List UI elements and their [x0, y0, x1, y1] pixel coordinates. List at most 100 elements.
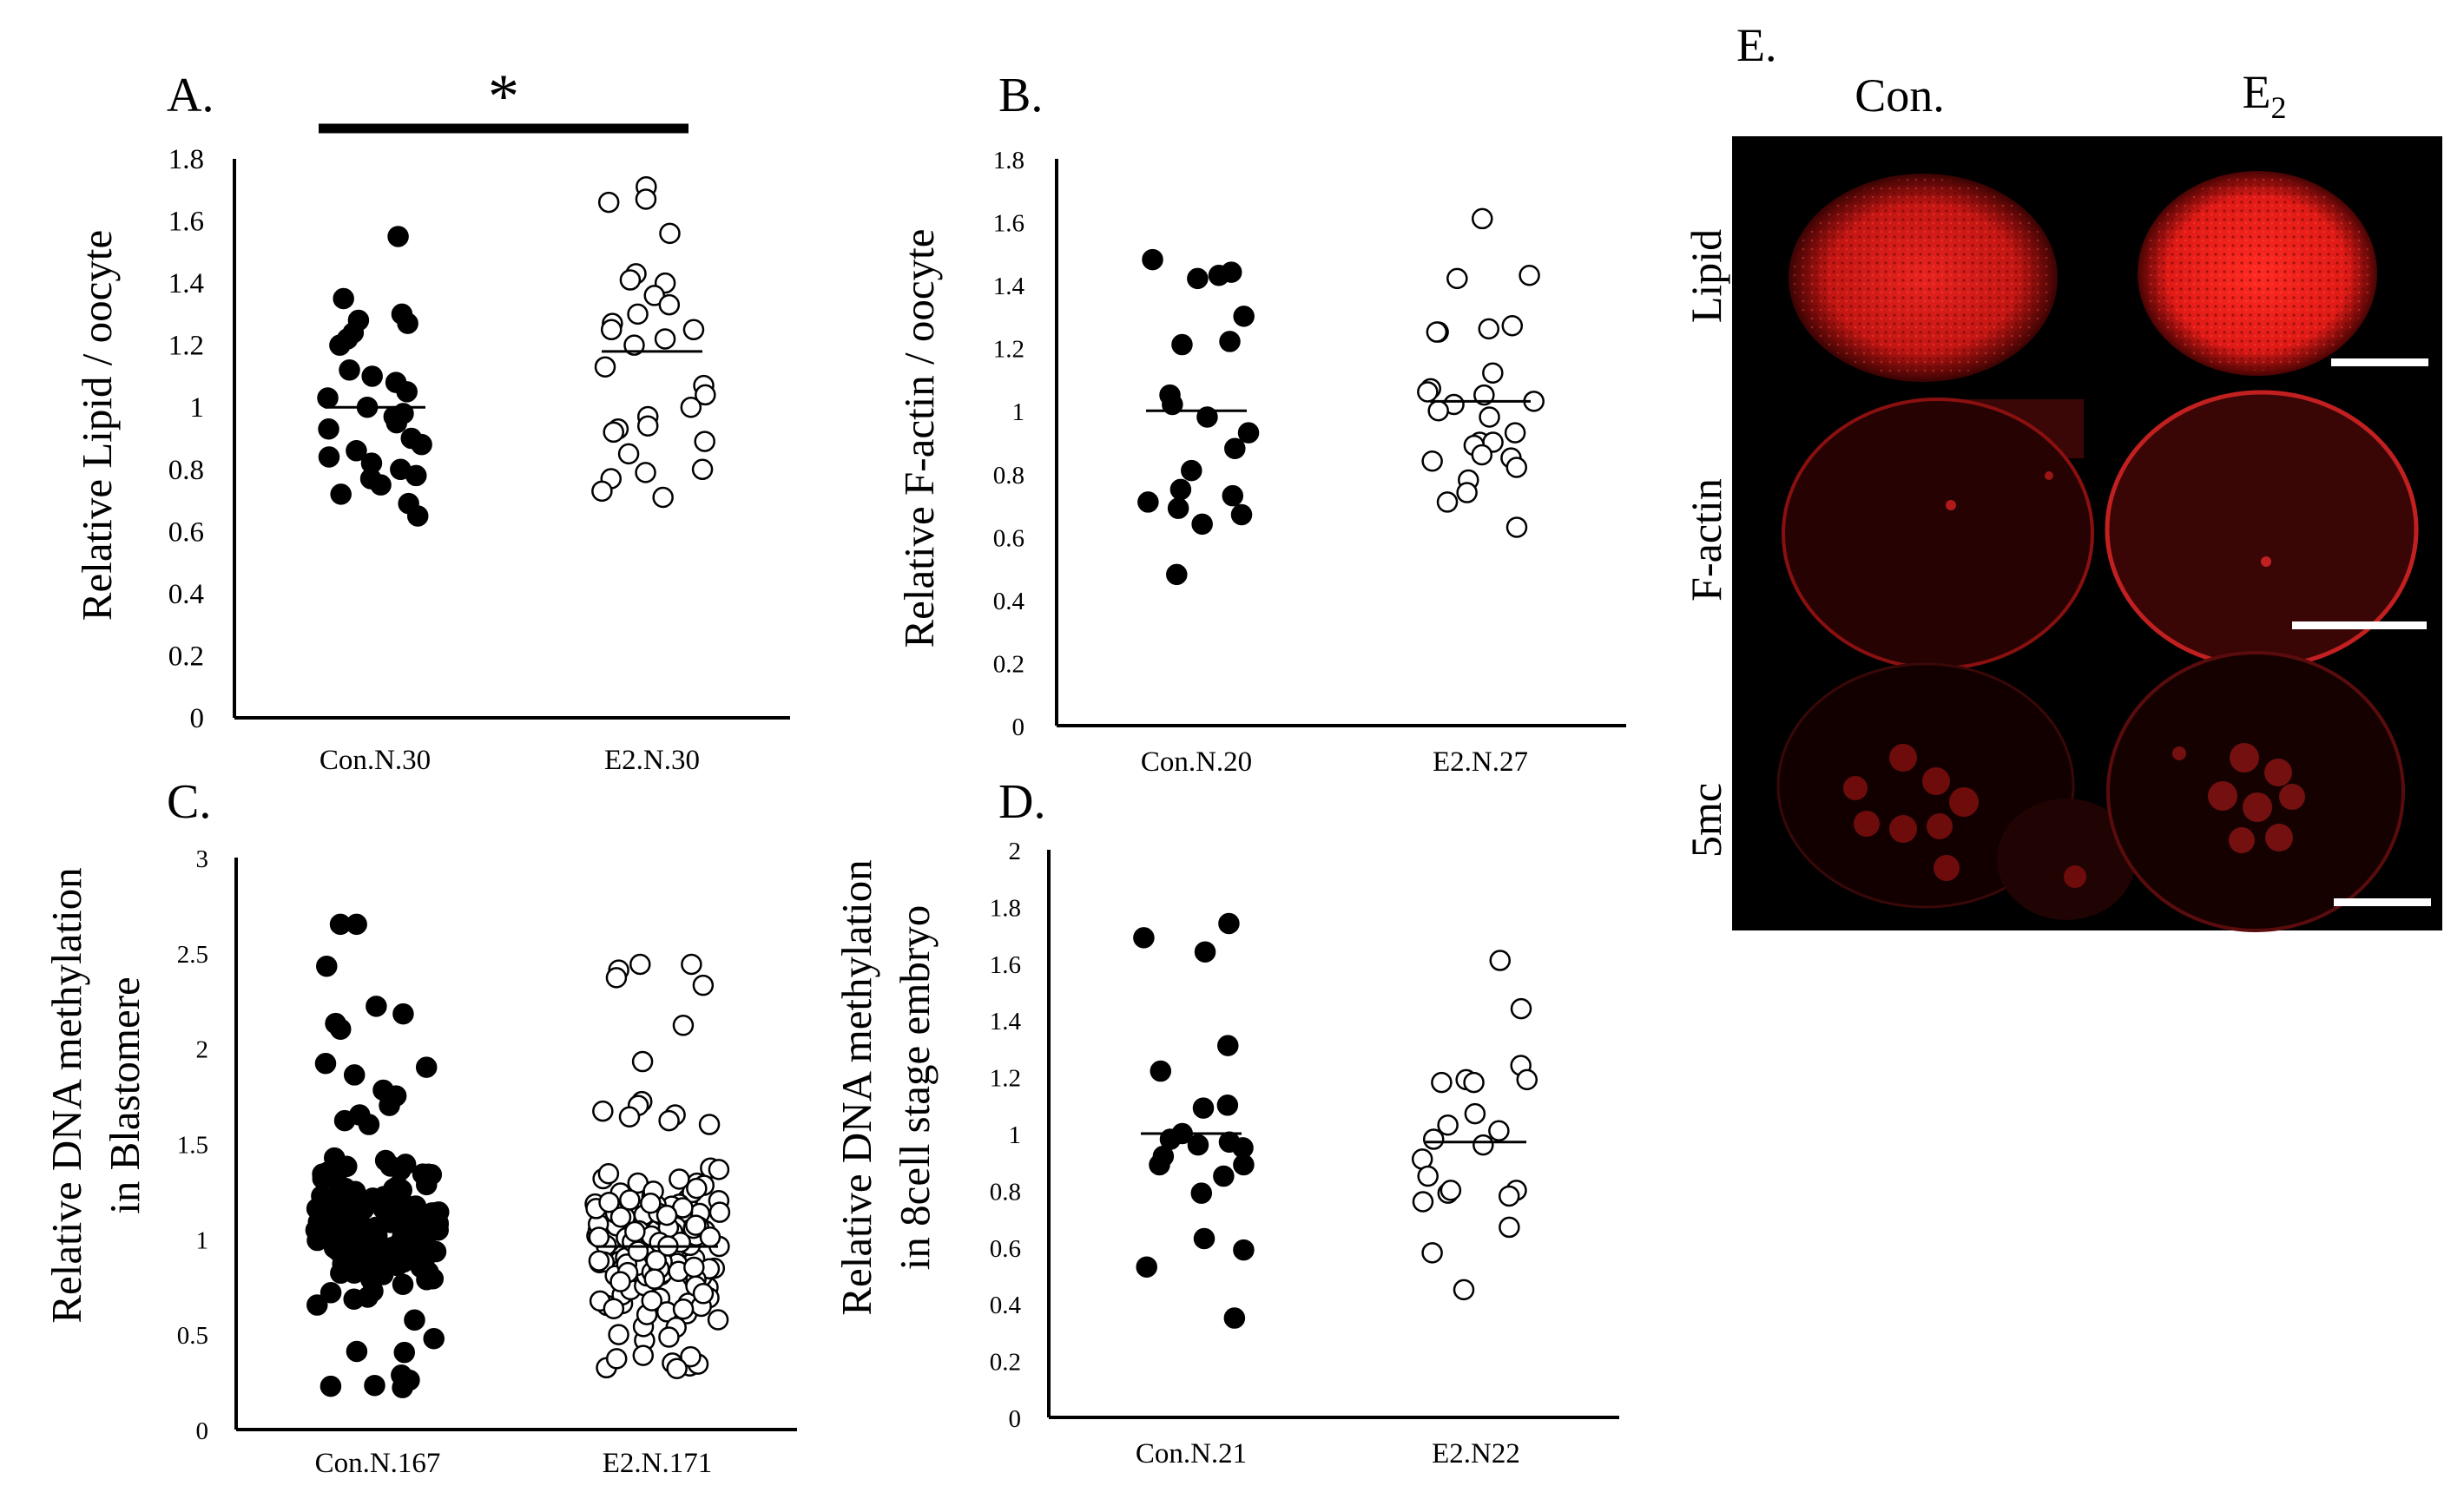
scale-bar-f-actin: [2292, 621, 2427, 629]
y-axis-title-b: Relative F-actin / oocyte: [895, 228, 943, 648]
data-point-c-s1-10: [618, 1106, 641, 1128]
data-point-a-s0-1: [333, 287, 354, 310]
data-point-d-s0-1: [1133, 927, 1155, 949]
data-point-b-s1-1: [1519, 264, 1540, 286]
data-point-b-s0-8: [1162, 393, 1183, 416]
y-tick-label-b-5: 1: [1012, 398, 1025, 426]
y-tick-label-a-5: 1: [190, 392, 205, 424]
data-point-b-s0-18: [1191, 513, 1213, 536]
data-point-b-s0-15: [1137, 491, 1159, 513]
data-point-b-s1-0: [1472, 207, 1493, 230]
data-point-b-s0-2: [1208, 264, 1230, 286]
column-label-e2: E2: [2243, 66, 2287, 125]
data-point-c-s0-11: [379, 1095, 400, 1116]
y-tick-label-b-3: 0.6: [993, 524, 1024, 552]
data-point-a-s0-8: [339, 359, 360, 381]
y-axis-title-a: Relative Lipid / oocyte: [73, 230, 121, 621]
data-point-c-s1-161: [597, 1162, 620, 1185]
y-tick-label-a-0: 0: [190, 703, 205, 734]
y-ticks-d: 0 0.2 0.4 0.6 0.8 1 1.2 1.4 1.6 1.8 2: [990, 838, 1022, 1433]
data-point-a-s1-9: [627, 303, 649, 325]
data-point-c-s1-11: [658, 1109, 680, 1132]
y-tick-label-c-3: 1.5: [177, 1132, 208, 1160]
y-tick-label-d-0: 0: [1009, 1405, 1022, 1433]
data-point-c-s1-102: [669, 1168, 690, 1190]
chart-panel-c: C. Relative DNA methylation in Blastomer…: [43, 775, 797, 1479]
data-point-c-s1-150: [699, 1226, 721, 1248]
category-label-b-1: E2.N.27: [1433, 746, 1528, 778]
data-point-b-s1-21: [1421, 450, 1443, 472]
data-point-c-s0-1: [316, 955, 338, 977]
data-point-a-s0-26: [370, 474, 392, 496]
data-point-c-s1-141: [624, 1220, 646, 1243]
y-tick-label-a-7: 1.4: [168, 268, 204, 299]
data-point-b-s0-13: [1169, 478, 1192, 501]
data-point-c-s1-8: [592, 1100, 614, 1122]
y-tick-label-c-0: 0: [196, 1417, 209, 1445]
data-point-b-s1-13: [1427, 399, 1449, 422]
chart-panel-b: B. Relative F-actin / oocyte 00.20.40.60…: [895, 69, 1626, 778]
y-axis-title-d-line2: in 8cell stage embryo: [891, 905, 939, 1270]
data-point-b-s0-17: [1230, 503, 1253, 526]
data-point-c-s1-2: [605, 967, 628, 989]
data-point-a-s1-14: [623, 334, 645, 356]
data-point-c-s0-159: [364, 1374, 385, 1397]
y-axis-title-d: Relative DNA methylation: [833, 859, 880, 1315]
y-tick-label-b-1: 0.2: [993, 650, 1024, 678]
data-point-c-s0-154: [344, 1180, 366, 1203]
data-point-b-s0-10: [1237, 422, 1260, 444]
data-point-c-s0-14: [358, 1114, 380, 1135]
data-point-a-s1-18: [680, 396, 702, 418]
y-tick-label-b-0: 0: [1012, 713, 1025, 741]
y-tick-label-b-4: 0.8: [993, 462, 1024, 490]
embryo-5mc-con-inset: [1997, 799, 2136, 920]
data-point-c-s0-107: [425, 1240, 447, 1263]
row-label-lipid: Lipid: [1682, 229, 1730, 323]
data-point-b-s1-9: [1417, 381, 1439, 403]
data-point-a-s0-9: [361, 365, 383, 387]
category-label-b-0: Con.N.20: [1141, 746, 1252, 778]
data-point-d-s1-21: [1440, 1180, 1462, 1201]
data-point-a-s0-19: [411, 433, 432, 456]
data-point-d-s0-10: [1187, 1134, 1209, 1156]
data-point-c-s0-145: [326, 1170, 348, 1193]
data-points-b: [1137, 207, 1545, 586]
data-point-a-s0-11: [396, 381, 418, 403]
data-point-c-s0-49: [374, 1149, 397, 1172]
data-point-d-s0-4: [1150, 1060, 1172, 1082]
micrograph-panel-e: E. Con. E2: [1682, 19, 2442, 932]
data-point-a-s1-12: [600, 319, 623, 341]
data-points-d: [1133, 912, 1538, 1329]
data-point-d-s0-13: [1149, 1154, 1170, 1176]
data-point-c-s1-149: [685, 1214, 707, 1236]
y-tick-label-d-5: 1: [1009, 1121, 1022, 1149]
data-point-c-s1-12: [698, 1114, 721, 1135]
data-point-a-s1-20: [636, 415, 659, 437]
panel-label-a: A.: [167, 69, 214, 122]
chart-panel-a: A. * Relative Lipid / oocyte 00.20.40.60…: [73, 62, 790, 776]
y-tick-label-b-7: 1.4: [993, 273, 1025, 300]
data-point-a-s0-4: [397, 312, 418, 334]
data-point-a-s1-5: [619, 269, 642, 291]
data-point-d-s1-16: [1498, 1185, 1520, 1207]
data-point-a-s0-29: [406, 505, 429, 527]
data-point-d-s1-8: [1437, 1114, 1459, 1136]
data-point-a-s0-12: [317, 387, 339, 409]
column-label-e2-subscript: 2: [2271, 90, 2287, 125]
category-label-d-0: Con.N.21: [1136, 1438, 1247, 1469]
data-point-a-s0-21: [318, 446, 340, 468]
data-point-d-s1-5: [1431, 1071, 1453, 1094]
data-point-c-s0-136: [336, 1155, 358, 1178]
category-label-a-1: E2.N.30: [604, 745, 700, 776]
data-point-a-s1-22: [603, 421, 624, 444]
data-point-a-s1-28: [591, 480, 613, 503]
data-point-d-s1-9: [1488, 1120, 1510, 1141]
data-point-d-s1-19: [1421, 1242, 1443, 1264]
y-tick-label-d-8: 1.6: [990, 951, 1021, 979]
data-point-c-s1-143: [692, 1283, 715, 1305]
data-point-c-s0-166: [329, 913, 352, 936]
data-point-a-s1-29: [652, 486, 674, 509]
data-point-a-s0-17: [318, 418, 339, 440]
data-point-a-s1-8: [658, 293, 681, 316]
oocyte-f-actin-con: [1782, 398, 2094, 670]
